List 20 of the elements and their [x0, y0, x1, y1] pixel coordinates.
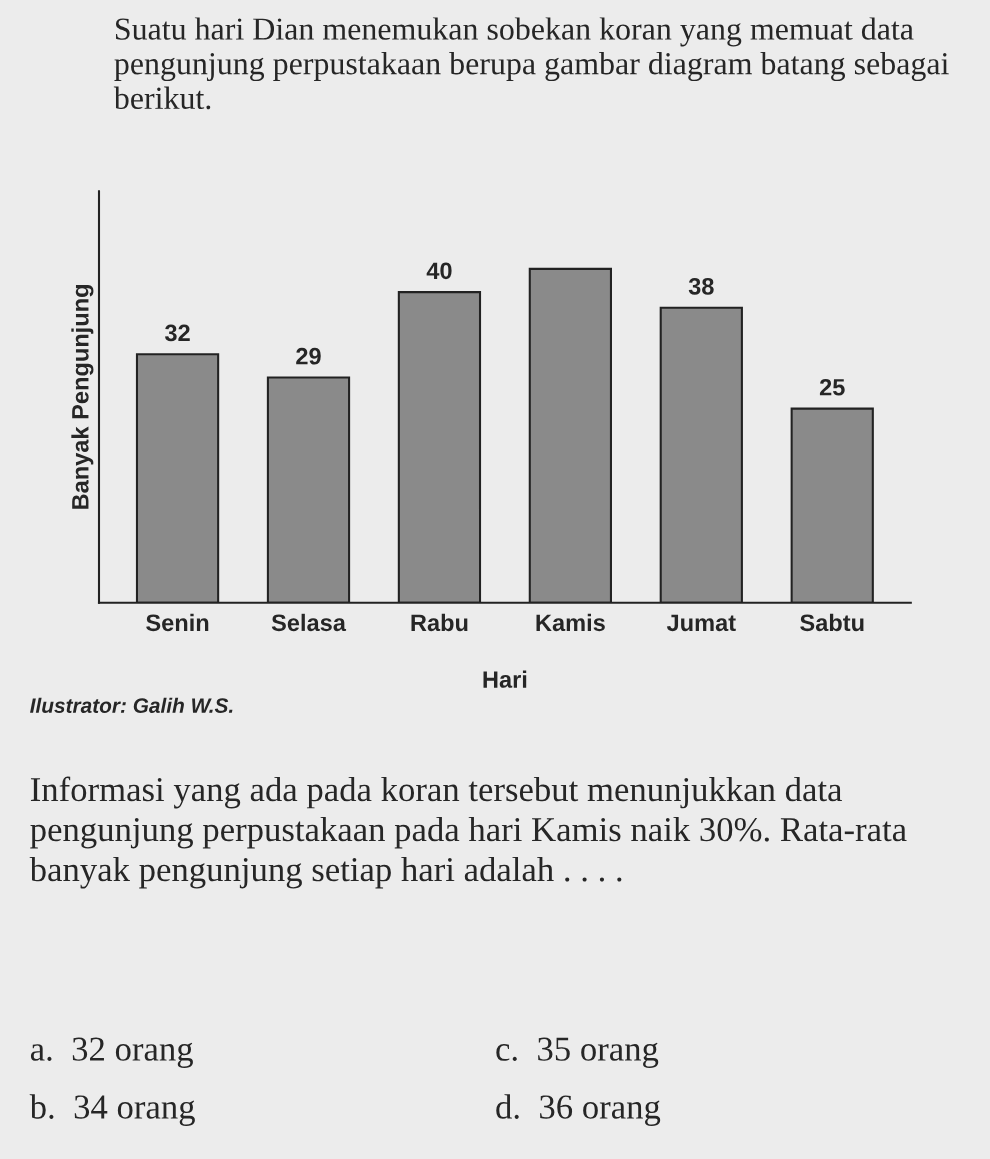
text: Ilustrator: Galih W.S.: [30, 697, 233, 713]
x-tick-label: Kamis: [536, 613, 605, 632]
x-tick-label: Sabtu: [800, 613, 864, 632]
x-tick-label: Jumat: [666, 614, 736, 632]
data-label: 40: [426, 262, 452, 280]
data-label: 25: [819, 378, 845, 396]
chart-title: Suatu hari Dian menemukan sobekan koran yang memuat data pengunjung perpustakaan berupa gambar diagram batang sebagai berikut.: [113, 17, 949, 110]
data-label: 29: [296, 347, 321, 365]
data-label: 32: [164, 324, 190, 342]
x-axis-title: Hari: [483, 670, 527, 688]
text: Informasi yang ada pada koran tersebut menunjukkan data pengunjung perpustakaan pada hari Kamis naik 30%. Rata-rata banyak pengunjung setiap hari adalah . . . .: [29, 776, 907, 889]
y-axis-title: Banyak Pengunjung: [71, 285, 94, 509]
x-tick-label: Selasa: [271, 613, 347, 632]
data-label: 38: [688, 277, 714, 295]
x-tick-label: Senin: [146, 613, 209, 632]
x-tick-label: Rabu: [411, 613, 468, 632]
text: c. 35 orang: [496, 1037, 659, 1068]
text: a. 32 orang: [30, 1037, 193, 1068]
text: d. 36 orang: [496, 1094, 661, 1126]
text: b. 34 orang: [29, 1094, 195, 1126]
